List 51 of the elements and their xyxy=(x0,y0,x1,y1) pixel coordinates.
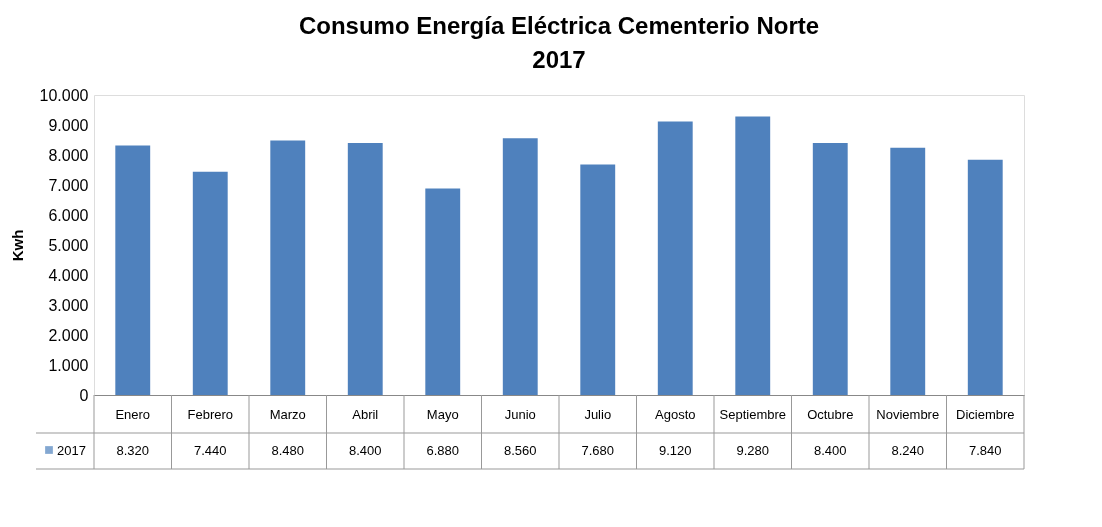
y-tick-label: 4.000 xyxy=(48,266,89,284)
y-tick-label: 6.000 xyxy=(48,206,89,224)
x-tick-label: Noviembre xyxy=(876,407,940,422)
y-tick-label: 7.000 xyxy=(48,176,89,194)
x-tick-label: Julio xyxy=(584,407,612,422)
x-tick-label: Enero xyxy=(115,407,151,422)
x-tick-label: Agosto xyxy=(655,407,696,422)
data-label: 9.280 xyxy=(736,443,770,458)
x-tick-label: Diciembre xyxy=(955,407,1015,422)
y-tick-label: 5.000 xyxy=(48,236,89,254)
bar xyxy=(890,147,926,395)
bar xyxy=(657,121,693,395)
data-label: 7.840 xyxy=(968,443,1002,458)
y-tick-label: 10.000 xyxy=(39,86,89,104)
data-label: 7.440 xyxy=(193,443,227,458)
bar xyxy=(192,171,228,395)
y-tick-label: 1.000 xyxy=(48,356,89,374)
x-tick-label: Junio xyxy=(504,407,536,422)
bar xyxy=(270,140,306,395)
x-tick-label: Abril xyxy=(352,407,379,422)
bar xyxy=(115,145,151,395)
bar xyxy=(347,143,383,395)
x-tick-label: Marzo xyxy=(269,407,306,422)
data-label: 6.880 xyxy=(426,443,460,458)
bar xyxy=(580,164,616,395)
y-tick-label: 3.000 xyxy=(48,296,89,314)
y-axis-title: Kwh xyxy=(8,229,26,262)
bar xyxy=(425,188,461,395)
data-label: 8.320 xyxy=(116,443,150,458)
data-label: 8.480 xyxy=(271,443,305,458)
bar xyxy=(812,143,848,395)
data-label: 8.240 xyxy=(891,443,925,458)
bar xyxy=(967,159,1003,395)
data-label: 8.400 xyxy=(348,443,382,458)
data-label: 7.680 xyxy=(581,443,615,458)
bar xyxy=(735,116,771,395)
chart-subtitle: 2017 xyxy=(532,46,586,73)
x-tick-label: Septiembre xyxy=(719,407,786,422)
y-tick-label: 9.000 xyxy=(48,116,89,134)
bar xyxy=(502,138,538,395)
y-tick-label: 0 xyxy=(79,386,89,404)
data-label: 8.400 xyxy=(813,443,847,458)
x-tick-label: Febrero xyxy=(187,407,234,422)
x-tick-label: Octubre xyxy=(807,407,854,422)
data-label: 9.120 xyxy=(658,443,692,458)
chart-title: Consumo Energía Eléctrica Cementerio Norte xyxy=(298,12,820,39)
y-tick-label: 8.000 xyxy=(48,146,89,164)
y-tick-label: 2.000 xyxy=(48,326,89,344)
x-tick-label: Mayo xyxy=(426,407,459,422)
legend-label: 2017 xyxy=(57,443,86,458)
data-label: 8.560 xyxy=(503,443,537,458)
